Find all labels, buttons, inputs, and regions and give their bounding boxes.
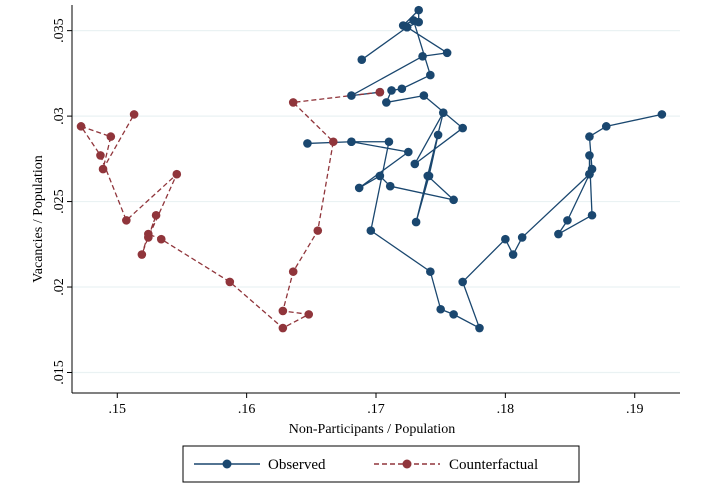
data-point-observed-26: [385, 181, 395, 191]
data-point-observed-46: [402, 22, 412, 32]
data-point-observed-37: [387, 86, 396, 95]
data-point-counterfactual-2: [329, 137, 338, 147]
data-point-counterfactual-17: [76, 122, 86, 131]
data-point-counterfactual-3: [313, 226, 323, 235]
y-tick-label-0: .015: [52, 360, 67, 385]
x-tick-label-3: .18: [497, 402, 515, 417]
data-point-observed-25: [375, 171, 385, 181]
data-point-counterfactual-12: [151, 210, 161, 220]
data-point-observed-31: [411, 217, 421, 227]
data-point-counterfactual-6: [304, 310, 314, 319]
data-point-observed-35: [419, 91, 429, 100]
data-point-counterfactual-15: [122, 216, 131, 225]
data-point-observed-15: [449, 310, 458, 319]
data-point-counterfactual-11: [137, 250, 147, 259]
data-point-observed-5: [585, 151, 594, 160]
y-tick-label-4: .035: [52, 18, 67, 43]
data-point-observed-17: [426, 267, 435, 276]
x-tick-label-1: .16: [238, 402, 256, 417]
data-point-observed-49: [347, 91, 356, 100]
y-tick-label-2: .025: [52, 189, 67, 214]
y-tick-label-3: .03: [52, 107, 67, 125]
data-point-counterfactual-20: [129, 110, 139, 119]
data-point-observed-30: [424, 171, 434, 181]
data-point-observed-7: [554, 229, 563, 239]
data-point-observed-34: [458, 123, 467, 133]
series-line-counterfactual: [80, 91, 380, 329]
data-point-observed-9: [585, 169, 594, 179]
data-point-counterfactual-18: [106, 132, 116, 141]
x-axis-label: Non-Participants / Population: [289, 422, 455, 437]
data-point-observed-21: [303, 139, 312, 148]
data-point-observed-38: [397, 84, 407, 94]
data-point-observed-0: [657, 110, 667, 119]
data-point-observed-23: [404, 147, 413, 157]
data-point-counterfactual-8: [225, 277, 235, 287]
data-point-counterfactual-9: [156, 234, 166, 244]
series-layer: [76, 5, 667, 333]
data-point-observed-42: [414, 5, 423, 15]
data-point-observed-32: [438, 108, 448, 117]
data-point-counterfactual-16: [96, 151, 105, 160]
data-point-observed-48: [418, 51, 427, 61]
data-point-observed-33: [410, 159, 420, 169]
data-point-observed-12: [501, 234, 510, 244]
data-point-counterfactual-14: [172, 169, 182, 179]
axes: .015 .02 .025 .03 .035 .15 .16 .17 .18 .19: [52, 5, 680, 417]
data-point-counterfactual-19: [98, 164, 108, 174]
data-point-observed-16: [436, 304, 445, 314]
data-point-counterfactual-1: [288, 98, 298, 107]
data-point-observed-24: [354, 183, 364, 193]
data-point-observed-47: [442, 48, 452, 58]
x-tick-label-2: .17: [367, 402, 385, 417]
legend-marker-observed: [222, 459, 232, 469]
data-point-counterfactual-7: [278, 323, 288, 333]
legend-marker-counterfactual: [402, 459, 412, 469]
data-point-observed-8: [563, 216, 572, 225]
grid: [72, 30, 680, 374]
data-point-observed-45: [357, 55, 367, 64]
y-axis-label: Vacancies / Population: [31, 155, 46, 283]
legend-label-observed: Observed: [268, 457, 326, 473]
y-tick-label-1: .02: [52, 278, 67, 296]
data-point-observed-1: [601, 122, 611, 131]
data-point-observed-43: [414, 17, 423, 27]
x-tick-label-4: .19: [626, 402, 644, 417]
data-point-observed-29: [433, 130, 443, 140]
data-point-observed-19: [384, 137, 394, 147]
data-point-observed-39: [426, 70, 435, 80]
data-point-counterfactual-5: [278, 306, 288, 316]
data-point-observed-14: [475, 323, 484, 333]
data-point-counterfactual-13: [144, 233, 153, 242]
data-point-observed-6: [587, 210, 597, 220]
data-point-observed-2: [585, 132, 594, 141]
legend: Observed Counterfactual: [182, 445, 580, 483]
data-point-observed-18: [366, 226, 376, 235]
data-point-observed-10: [517, 233, 527, 242]
data-point-observed-36: [382, 98, 391, 107]
legend-label-counterfactual: Counterfactual: [449, 457, 538, 473]
data-point-observed-27: [449, 195, 458, 205]
data-point-observed-22: [347, 137, 356, 147]
data-point-counterfactual-4: [288, 267, 298, 276]
x-tick-label-0: .15: [109, 402, 127, 417]
data-point-counterfactual-0: [375, 87, 385, 97]
data-point-observed-13: [458, 277, 467, 287]
data-point-observed-11: [508, 250, 518, 259]
